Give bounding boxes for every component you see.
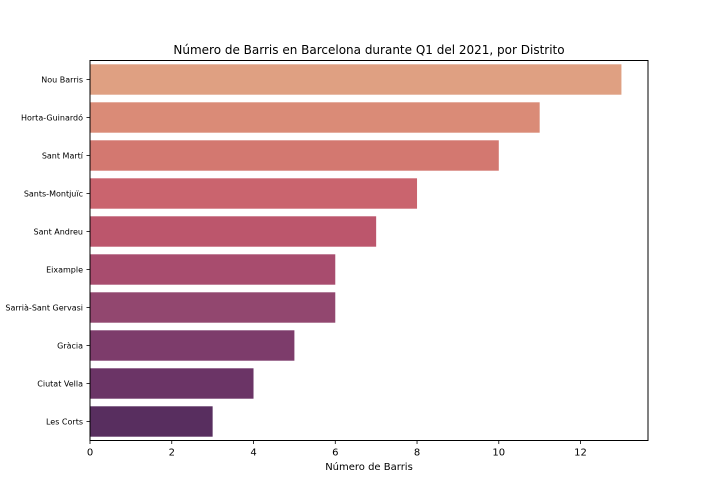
category-label: Sants-Montjuïc — [24, 190, 83, 199]
category-label: Gràcia — [57, 342, 83, 351]
x-tick-label: 0 — [87, 448, 93, 459]
bar-nou-barris — [90, 64, 622, 95]
x-tick-label: 8 — [414, 448, 420, 459]
x-tick-label: 4 — [250, 448, 256, 459]
x-axis-ticks: 0 2 4 6 8 10 12 — [87, 440, 587, 459]
bar-sarri-sant-gervasi — [90, 292, 336, 323]
category-label: Ciutat Vella — [37, 380, 83, 389]
x-tick-label: 6 — [332, 448, 338, 459]
bar-ciutat-vella — [90, 368, 254, 399]
category-label: Les Corts — [46, 418, 83, 427]
chart-title: Número de Barris en Barcelona durante Q1… — [173, 43, 564, 57]
bars-group — [90, 64, 622, 437]
x-tick-label: 2 — [169, 448, 175, 459]
x-tick-label: 10 — [492, 448, 505, 459]
category-label: Eixample — [46, 266, 83, 275]
category-labels: Nou Barris Horta-Guinardó Sant Martí Sants-… — [5, 76, 90, 427]
x-axis-label: Número de Barris — [325, 461, 413, 473]
bar-sant-andreu — [90, 216, 377, 247]
bar-les-corts — [90, 406, 213, 437]
bar-horta-guinard- — [90, 102, 540, 133]
category-label: Sant Martí — [42, 152, 84, 161]
bar-sants-montju-c — [90, 178, 418, 209]
plot-frame — [89, 60, 649, 441]
category-label: Sarrià-Sant Gervasi — [5, 304, 83, 313]
category-label: Horta-Guinardó — [21, 113, 83, 123]
x-tick-label: 12 — [574, 448, 587, 459]
category-label: Sant Andreu — [34, 228, 83, 237]
bar-sant-mart- — [90, 140, 499, 171]
bar-eixample — [90, 254, 336, 285]
category-label: Nou Barris — [41, 76, 83, 85]
bar-gr-cia — [90, 330, 295, 361]
